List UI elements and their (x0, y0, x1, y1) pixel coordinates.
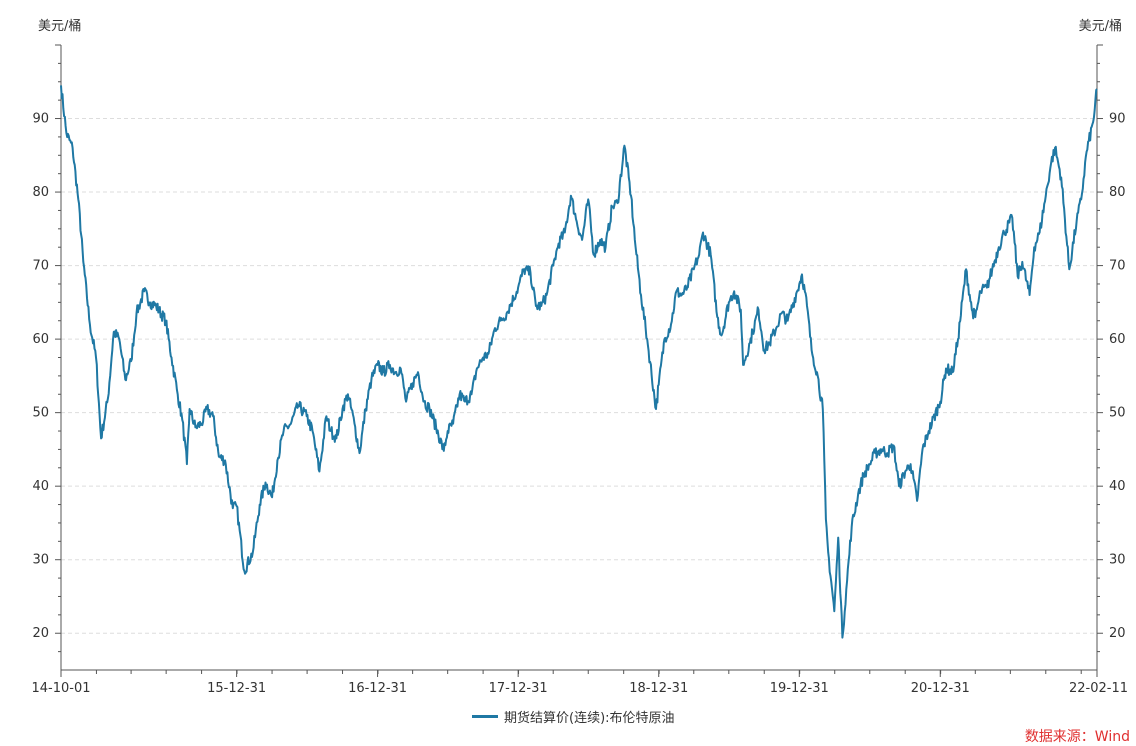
x-tick-label: 19-12-31 (770, 681, 829, 696)
y-left-tick-label: 70 (32, 259, 49, 274)
y-left-tick-label: 20 (32, 626, 49, 641)
series-group (60, 85, 1098, 639)
left-y-unit-label: 美元/桶 (38, 19, 81, 34)
x-tick-label: 16-12-31 (348, 681, 407, 696)
y-left-tick-label: 90 (32, 112, 49, 127)
y-axis-left-ticks: 20 30 40 50 60 70 80 90 (32, 44, 61, 653)
y-right-tick-label: 80 (1109, 185, 1126, 200)
y-left-tick-label: 50 (32, 406, 49, 421)
y-right-tick-label: 60 (1109, 332, 1126, 347)
y-right-tick-label: 50 (1109, 406, 1126, 421)
y-left-tick-label: 40 (32, 479, 49, 494)
y-right-tick-label: 20 (1109, 626, 1126, 641)
y-left-tick-label: 80 (32, 185, 49, 200)
legend-label: 期货结算价(连续):布伦特原油 (504, 710, 675, 726)
x-tick-label: 14-10-01 (31, 681, 90, 696)
y-left-tick-label: 30 (32, 553, 49, 568)
x-tick-label: 15-12-31 (207, 681, 266, 696)
series-line (60, 85, 1098, 639)
x-tick-label: 18-12-31 (629, 681, 688, 696)
data-source-note: 数据来源：Wind (1024, 729, 1130, 745)
x-tick-label: 17-12-31 (489, 681, 548, 696)
y-right-tick-label: 30 (1109, 553, 1126, 568)
x-tick-label: 20-12-31 (911, 681, 970, 696)
y-axis-right-ticks: 20 30 40 50 60 70 80 90 (1097, 44, 1126, 653)
y-right-tick-label: 70 (1109, 259, 1126, 274)
legend[interactable]: 期货结算价(连续):布伦特原油 (472, 706, 675, 726)
y-right-tick-label: 40 (1109, 479, 1126, 494)
right-y-unit-label: 美元/桶 (1079, 19, 1122, 34)
legend-swatch (472, 714, 498, 718)
axes (60, 45, 1098, 671)
y-left-tick-label: 60 (32, 332, 49, 347)
x-tick-label: 22-02-11 (1069, 681, 1128, 696)
grid-lines (61, 118, 1097, 634)
y-right-tick-label: 90 (1109, 112, 1126, 127)
x-axis-ticks: 14-10-01 15-12-31 16-12-31 17-12-31 18-12-31… (31, 670, 1128, 696)
